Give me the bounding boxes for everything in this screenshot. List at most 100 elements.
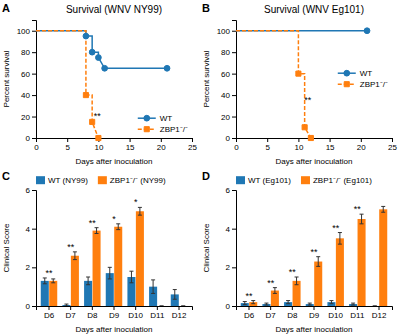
tick-label: 40 xyxy=(21,91,30,100)
tick-label: 2 xyxy=(26,263,31,272)
tick-label: D8 xyxy=(287,311,298,320)
tick-mark xyxy=(92,306,93,310)
point xyxy=(102,65,108,71)
bar xyxy=(314,262,322,306)
axis-line xyxy=(232,21,237,139)
tick-label: 60 xyxy=(21,70,30,79)
bar xyxy=(62,305,70,306)
tick-mark xyxy=(135,306,136,310)
y-axis-title: Clinical Score xyxy=(2,223,11,272)
tick: 5 xyxy=(265,138,270,152)
error-bar xyxy=(360,214,364,224)
tick: D11 xyxy=(150,306,165,320)
tick: 0 xyxy=(26,134,36,143)
tick: 100 xyxy=(217,27,236,36)
tick-label: D10 xyxy=(128,311,143,320)
error-bar xyxy=(316,257,320,267)
error-bar xyxy=(51,279,55,283)
tick-label: D9 xyxy=(109,311,120,320)
x-axis: 0510152025 xyxy=(34,138,197,152)
panel: D6D7D8D9D10D11D120246********WT (NY99)ZB… xyxy=(2,170,193,334)
tick-mark xyxy=(232,117,236,118)
tick: 10 xyxy=(294,138,303,152)
tick-mark xyxy=(32,52,36,53)
y-axis: 020406080100 xyxy=(217,21,237,144)
x-axis: D6 D7 D8 D9 D10 D11 D12 xyxy=(37,306,193,320)
tick-label: 5 xyxy=(265,143,270,152)
annotation: ** xyxy=(332,223,340,233)
tick-mark xyxy=(270,306,271,310)
tick-label: 6 xyxy=(26,186,31,195)
tick-label: 6 xyxy=(226,186,231,195)
tick-mark xyxy=(32,267,36,268)
y-axis-title: Clinical Score xyxy=(202,223,211,272)
tick-mark xyxy=(292,306,293,310)
tick: 60 xyxy=(221,70,236,79)
tick: 2 xyxy=(26,263,36,272)
bar xyxy=(358,219,366,306)
tick-mark xyxy=(267,138,268,142)
error-bar xyxy=(95,228,99,234)
title: Survival (WNV Eg101) xyxy=(264,4,364,15)
tick-mark xyxy=(232,190,236,191)
tick: 40 xyxy=(21,91,36,100)
error-bar xyxy=(173,290,177,300)
tick-mark xyxy=(192,138,193,142)
bar xyxy=(41,281,49,306)
error-bar xyxy=(86,277,90,285)
tick-label: 5 xyxy=(65,143,70,152)
tick-mark xyxy=(232,95,236,96)
error-bar xyxy=(43,278,47,284)
point xyxy=(96,135,101,140)
annotation: * xyxy=(112,214,116,224)
tick-label: D11 xyxy=(150,311,165,320)
tick-mark xyxy=(130,138,131,142)
error-bar xyxy=(116,224,120,230)
tick: 20 xyxy=(157,138,166,152)
tick-label: 25 xyxy=(388,143,397,152)
tick-mark xyxy=(32,117,36,118)
tick-mark xyxy=(157,306,158,310)
error-bar xyxy=(381,206,385,212)
panel: 0510152025020406080100**WTZBP1⁻/⁻Surviva… xyxy=(202,2,397,166)
point xyxy=(364,28,370,34)
tick-mark xyxy=(32,306,36,307)
panel: 0510152025020406080100**WTZBP1⁻/⁻Surviva… xyxy=(2,2,197,166)
tick-label: 4 xyxy=(226,225,231,234)
y-axis-title: Percent survival xyxy=(202,50,211,107)
tick: D8 xyxy=(87,306,98,320)
tick-label: 100 xyxy=(217,27,231,36)
tick-mark xyxy=(232,52,236,53)
tick-label: 80 xyxy=(221,48,230,57)
point xyxy=(164,65,170,71)
tick-mark xyxy=(232,306,236,307)
tick-mark xyxy=(335,306,336,310)
tick: 4 xyxy=(26,225,36,234)
tick-label: 0 xyxy=(226,302,231,311)
error-bar xyxy=(351,303,355,305)
annotation: ** xyxy=(94,111,102,121)
tick: 80 xyxy=(21,48,36,57)
x-axis-title: Days after inoculation xyxy=(76,157,153,166)
bar xyxy=(114,227,122,306)
tick-label: D6 xyxy=(44,311,55,320)
y-axis: 0246 xyxy=(26,186,37,311)
tick-label: 15 xyxy=(126,143,135,152)
x-axis-title: Days after inoculation xyxy=(276,325,353,334)
bar xyxy=(379,209,387,306)
error-bar xyxy=(251,301,255,304)
tick-mark xyxy=(314,306,315,310)
tick-label: D11 xyxy=(350,311,365,320)
tick-mark xyxy=(232,229,236,230)
error-bar xyxy=(138,207,142,215)
bar xyxy=(306,304,314,306)
y-axis-title: Percent survival xyxy=(2,50,11,107)
tick-label: D12 xyxy=(172,311,187,320)
panel: D6D7D8D9D10D11D120246************WT (Eg1… xyxy=(202,170,393,334)
tick-label: D7 xyxy=(66,311,77,320)
legend: WTZBP1⁻/⁻ xyxy=(138,114,188,134)
tick: 25 xyxy=(188,138,197,152)
error-bar xyxy=(286,301,290,304)
tick: 0 xyxy=(34,138,39,152)
legend-label: WT xyxy=(360,69,373,78)
